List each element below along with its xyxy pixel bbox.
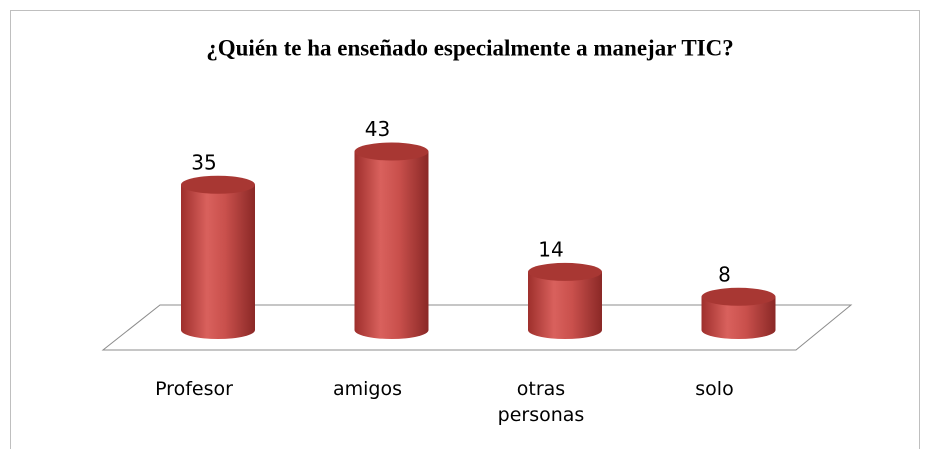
value-label: 14 xyxy=(538,237,563,261)
chart-border xyxy=(10,10,920,449)
value-label: 8 xyxy=(718,262,731,286)
bar-top xyxy=(181,175,255,194)
bar xyxy=(701,296,776,339)
x-tick-label: solo xyxy=(695,378,734,400)
value-label: 35 xyxy=(191,150,216,174)
bar xyxy=(528,271,602,339)
x-tick-label: otras personas xyxy=(497,378,585,426)
value-label: 43 xyxy=(365,117,390,141)
chart-title: ¿Quién te ha enseñado especialmente a ma… xyxy=(206,35,734,60)
x-tick-label: amigos xyxy=(332,378,402,400)
bar xyxy=(354,151,429,339)
bar xyxy=(181,184,255,339)
floor xyxy=(101,304,853,351)
x-tick-label: Profesor xyxy=(155,378,233,400)
bar-top xyxy=(528,262,602,281)
bar-top xyxy=(354,142,429,161)
bar-top xyxy=(701,287,776,306)
